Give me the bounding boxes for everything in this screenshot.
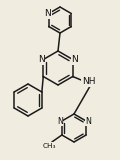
Text: N: N <box>38 55 45 64</box>
Text: N: N <box>71 55 78 64</box>
Text: NH: NH <box>82 77 96 86</box>
Text: N: N <box>57 116 63 125</box>
Text: N: N <box>44 9 51 18</box>
Text: N: N <box>85 116 91 125</box>
Text: CH₃: CH₃ <box>42 143 56 149</box>
